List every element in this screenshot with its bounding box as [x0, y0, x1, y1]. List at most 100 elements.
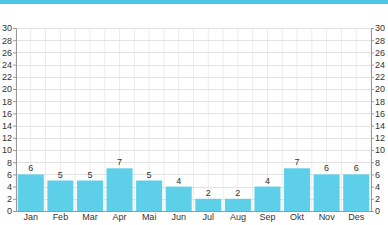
- bar: [107, 168, 133, 211]
- bar: [18, 174, 44, 211]
- tick: 30: [371, 23, 385, 33]
- tick: 8: [7, 158, 16, 168]
- tick-label: 2: [375, 194, 380, 204]
- tick-label: 22: [2, 72, 12, 82]
- tick: Des: [348, 211, 365, 222]
- bar: [166, 187, 192, 211]
- tick-label: 0: [7, 206, 12, 216]
- bar: [136, 181, 162, 212]
- bar: [254, 187, 280, 211]
- tick-label: Okt: [290, 212, 305, 222]
- tick: 2: [371, 194, 380, 204]
- tick: 30: [2, 23, 16, 33]
- tick: 20: [2, 84, 16, 94]
- bar: [343, 174, 369, 211]
- tick: 14: [371, 121, 385, 131]
- tick-mark: [371, 28, 374, 29]
- grid-line: [16, 162, 371, 163]
- tick: Jul: [203, 211, 215, 222]
- tick-mark: [371, 199, 374, 200]
- tick: Mar: [82, 211, 98, 222]
- tick: 6: [371, 170, 380, 180]
- axis-line: [13, 29, 17, 212]
- tick-label: 8: [375, 158, 380, 168]
- tick-label: 8: [7, 158, 12, 168]
- tick-mark: [371, 150, 374, 151]
- tick: 0: [7, 206, 16, 216]
- v-grid: [16, 28, 371, 211]
- tick: Jun: [171, 211, 186, 222]
- tick: 4: [7, 182, 16, 192]
- bar: [225, 199, 251, 211]
- y-grid: [16, 29, 371, 212]
- tick-mark: [13, 77, 16, 78]
- tick-label: 6: [7, 170, 12, 180]
- tick: 6: [7, 170, 16, 180]
- tick-mark: [13, 113, 16, 114]
- tick-mark: [371, 52, 374, 53]
- tick-mark: [13, 162, 16, 163]
- tick-label: 16: [2, 109, 12, 119]
- tick-mark: [371, 162, 374, 163]
- tick-label: Feb: [53, 212, 69, 222]
- tick-mark: [13, 52, 16, 53]
- v-grid-line: [282, 28, 283, 211]
- data-label: 6: [354, 163, 359, 173]
- data-label: 5: [58, 170, 63, 180]
- tick: Nov: [319, 211, 336, 222]
- tick-mark: [371, 138, 374, 139]
- tick-mark: [371, 126, 374, 127]
- y-axis-left: 024681012141618202224262830: [2, 23, 17, 216]
- tick-label: 26: [2, 48, 12, 58]
- data-label: 7: [295, 157, 300, 167]
- v-grid-line: [193, 28, 194, 211]
- tick: Okt: [290, 211, 305, 222]
- tick: 28: [2, 36, 16, 46]
- chart: 6557542247660246810121416182022242628300…: [0, 0, 388, 225]
- tick-label: Mai: [142, 212, 157, 222]
- tick-label: 18: [2, 97, 12, 107]
- bar: [195, 199, 221, 211]
- tick: 22: [371, 72, 385, 82]
- tick: 2: [7, 194, 16, 204]
- v-grid-line: [311, 28, 312, 211]
- v-grid-line: [75, 28, 76, 211]
- tick: 12: [2, 133, 16, 143]
- tick-label: 10: [2, 145, 12, 155]
- tick: 24: [371, 60, 385, 70]
- plot: 6557542247660246810121416182022242628300…: [2, 23, 385, 222]
- header-band: [0, 0, 388, 4]
- tick-mark: [13, 138, 16, 139]
- tick-label: 14: [2, 121, 12, 131]
- tick-mark: [371, 113, 374, 114]
- tick-mark: [371, 77, 374, 78]
- tick-mark: [13, 187, 16, 188]
- tick-mark: [371, 174, 374, 175]
- v-grid-line: [237, 28, 238, 211]
- tick-label: 30: [2, 23, 12, 33]
- data-label: 2: [206, 188, 211, 198]
- tick: 18: [371, 97, 385, 107]
- v-grid-line: [45, 28, 46, 211]
- tick: 26: [371, 48, 385, 58]
- tick-label: 22: [375, 72, 385, 82]
- v-grid-line: [163, 28, 164, 211]
- grid-line: [16, 101, 371, 102]
- v-grid-line: [104, 28, 105, 211]
- grid-line: [16, 113, 371, 114]
- tick: Apr: [113, 211, 127, 222]
- tick-mark: [13, 150, 16, 151]
- tick-mark: [13, 126, 16, 127]
- tick-label: 4: [375, 182, 380, 192]
- tick: Feb: [53, 211, 69, 222]
- tick: 24: [2, 60, 16, 70]
- tick-label: 4: [7, 182, 12, 192]
- tick-label: 10: [375, 145, 385, 155]
- tick: 10: [371, 145, 385, 155]
- tick-label: 28: [375, 36, 385, 46]
- tick-label: Sep: [259, 212, 275, 222]
- x-axis: JanFebMarAprMaiJunJulAugSepOktNovDes: [17, 211, 372, 222]
- tick: Aug: [230, 211, 246, 222]
- bar: [284, 168, 310, 211]
- tick: Sep: [259, 211, 275, 222]
